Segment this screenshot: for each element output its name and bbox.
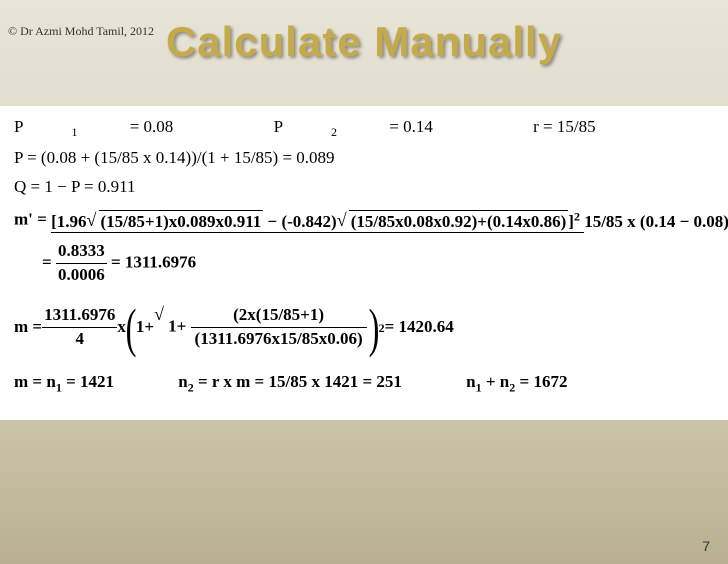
mprime-equation: m' = [1.96(15/85+1)x0.089x0.911 − (-0.84… (14, 208, 714, 234)
f2c: = r x m = 15/85 x 1421 = 251 (194, 372, 402, 391)
r-text: r = 15/85 (533, 117, 595, 136)
m-result: = 1420.64 (385, 316, 454, 339)
q-equation: Q = 1 − P = 0.911 (14, 176, 714, 199)
f3a: n (466, 372, 475, 391)
p2-sub: 2 (331, 125, 337, 139)
m-lead: m = (14, 316, 42, 339)
mprime-eq: = (42, 252, 56, 271)
f3e: = 1672 (515, 372, 567, 391)
f1a: m = n (14, 372, 56, 391)
content-area: P 1 = 0.08 P 2 = 0.14 r = 15/85 P = (0.08 … (0, 106, 728, 420)
sqrt1: (15/85+1)x0.089x0.911 (99, 210, 264, 234)
copyright-text: © Dr Azmi Mohd Tamil, 2012 (8, 24, 154, 39)
parameters-row: P 1 = 0.08 P 2 = 0.14 r = 15/85 (14, 116, 714, 141)
mprime-result-row: = 0.8333 0.0006 = 1311.6976 (42, 240, 714, 287)
one-plus: 1+ (136, 316, 154, 339)
sqrt-lead: 1+ (168, 317, 190, 336)
m-equation: m = 1311.6976 4 x ( 1+ 1+ (2x(15/85+1) (… (14, 301, 714, 355)
mprime-res-val: = 1311.6976 (111, 252, 196, 271)
sqrt2: (15/85x0.08x0.92)+(0.14x0.86) (349, 210, 569, 234)
p2-val: = 0.14 (385, 117, 433, 136)
mprime-res-den: 0.0006 (56, 264, 107, 287)
close-paren: ) (368, 301, 379, 355)
p2-label: P (274, 117, 283, 136)
p1-sub: 1 (71, 125, 77, 139)
minus: − (263, 212, 281, 231)
z1: 1.96 (57, 212, 87, 231)
p1-label: P (14, 117, 23, 136)
z2: (-0.842) (281, 212, 336, 231)
inner-den: (1311.6976x15/85x0.06) (191, 328, 367, 351)
page-number: 7 (702, 538, 710, 554)
p1-val: = 0.08 (125, 117, 173, 136)
f2a: n (178, 372, 187, 391)
sq-sup: 2 (574, 209, 580, 223)
mprime-res-num: 0.8333 (56, 240, 107, 264)
m-frac1-num: 1311.6976 (42, 304, 117, 328)
mprime-lead: m' = (14, 210, 51, 229)
final-row: m = n1 = 1421 n2 = r x m = 15/85 x 1421 … (14, 371, 714, 396)
f1c: = 1421 (62, 372, 114, 391)
mprime-den: 15/85 x (0.14 − 0.08) (584, 212, 728, 231)
inner-num: (2x(15/85+1) (191, 304, 367, 328)
p-equation: P = (0.08 + (15/85 x 0.14))/(1 + 15/85) … (14, 147, 714, 170)
m-frac1-den: 4 (42, 328, 117, 351)
open-paren: ( (126, 301, 137, 355)
f3c: + n (482, 372, 510, 391)
